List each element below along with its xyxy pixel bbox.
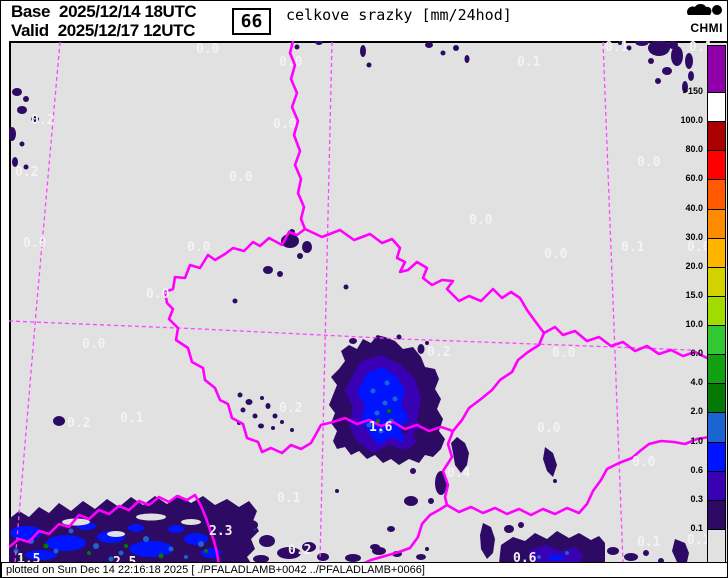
- precip-specks-north: [295, 41, 470, 68]
- color-scale-segment: [708, 325, 725, 354]
- color-scale-segment: [708, 296, 725, 325]
- color-scale-segment: [708, 92, 725, 121]
- color-scale-segment: [708, 442, 725, 471]
- color-scale-segment: [708, 238, 725, 267]
- chmi-logo-icon: [685, 3, 723, 18]
- map-canvas: [9, 41, 728, 563]
- color-scale-segment: [708, 529, 725, 562]
- meridian-east: [603, 42, 623, 563]
- forecast-hour-badge: 66: [232, 8, 271, 35]
- color-scale-segment: [708, 209, 725, 238]
- color-scale-segment: [708, 354, 725, 383]
- color-scale-segment: [708, 46, 725, 92]
- base-time-row: Base 2025/12/14 18UTC: [11, 2, 196, 20]
- color-scale-segment: [708, 150, 725, 179]
- color-scale-segment: [708, 383, 725, 412]
- meridian-center: [320, 42, 332, 563]
- precip-specks-west: [9, 88, 39, 170]
- precip-main-blob: [329, 335, 445, 466]
- country-borders: [9, 41, 715, 563]
- border-sk-at: [443, 431, 453, 505]
- precip-alps-band: [9, 495, 329, 563]
- border-at-hu-sk: [447, 434, 715, 515]
- map-area: 0.00.00.10.10.10.20.00.20.00.00.00.00.10…: [9, 41, 728, 563]
- base-value: 2025/12/14 18UTC: [59, 2, 196, 22]
- valid-time-row: Valid 2025/12/17 12UTC: [11, 21, 195, 39]
- status-text: plotted on Sun Dec 14 22:16:18 2025 [ ./…: [6, 564, 425, 576]
- chmi-logo-text: CHMI: [683, 21, 723, 35]
- valid-value: 2025/12/17 12UTC: [58, 21, 195, 41]
- status-bar: plotted on Sun Dec 14 22:16:18 2025 [ ./…: [1, 562, 728, 578]
- precip-specks-krkonose: [233, 229, 349, 304]
- valid-label: Valid: [11, 21, 49, 41]
- weather-map-page: Base 2025/12/14 18UTC Valid 2025/12/17 1…: [0, 0, 728, 578]
- color-scale-bar: [707, 45, 726, 563]
- product-title: celkove srazky [mm/24hod]: [286, 6, 512, 24]
- border-sk-pl: [544, 327, 715, 358]
- header: Base 2025/12/14 18UTC Valid 2025/12/17 1…: [1, 1, 727, 41]
- color-scale-segment: [708, 121, 725, 150]
- graticule: [9, 42, 691, 563]
- base-label: Base: [11, 2, 50, 22]
- color-scale-segment: [708, 500, 725, 529]
- color-scale-segment: [708, 412, 725, 441]
- chmi-logo: CHMI: [683, 3, 723, 35]
- color-scale-segment: [708, 471, 725, 500]
- border-de-pl: [290, 41, 305, 229]
- color-scale-segment: [708, 179, 725, 208]
- border-at-hu-south: [357, 505, 447, 563]
- precip-blob-bottomright: [499, 522, 689, 563]
- precipitation-layer: [9, 41, 694, 563]
- color-scale-segment: [708, 267, 725, 296]
- precip-cluster-northeast: [618, 41, 694, 93]
